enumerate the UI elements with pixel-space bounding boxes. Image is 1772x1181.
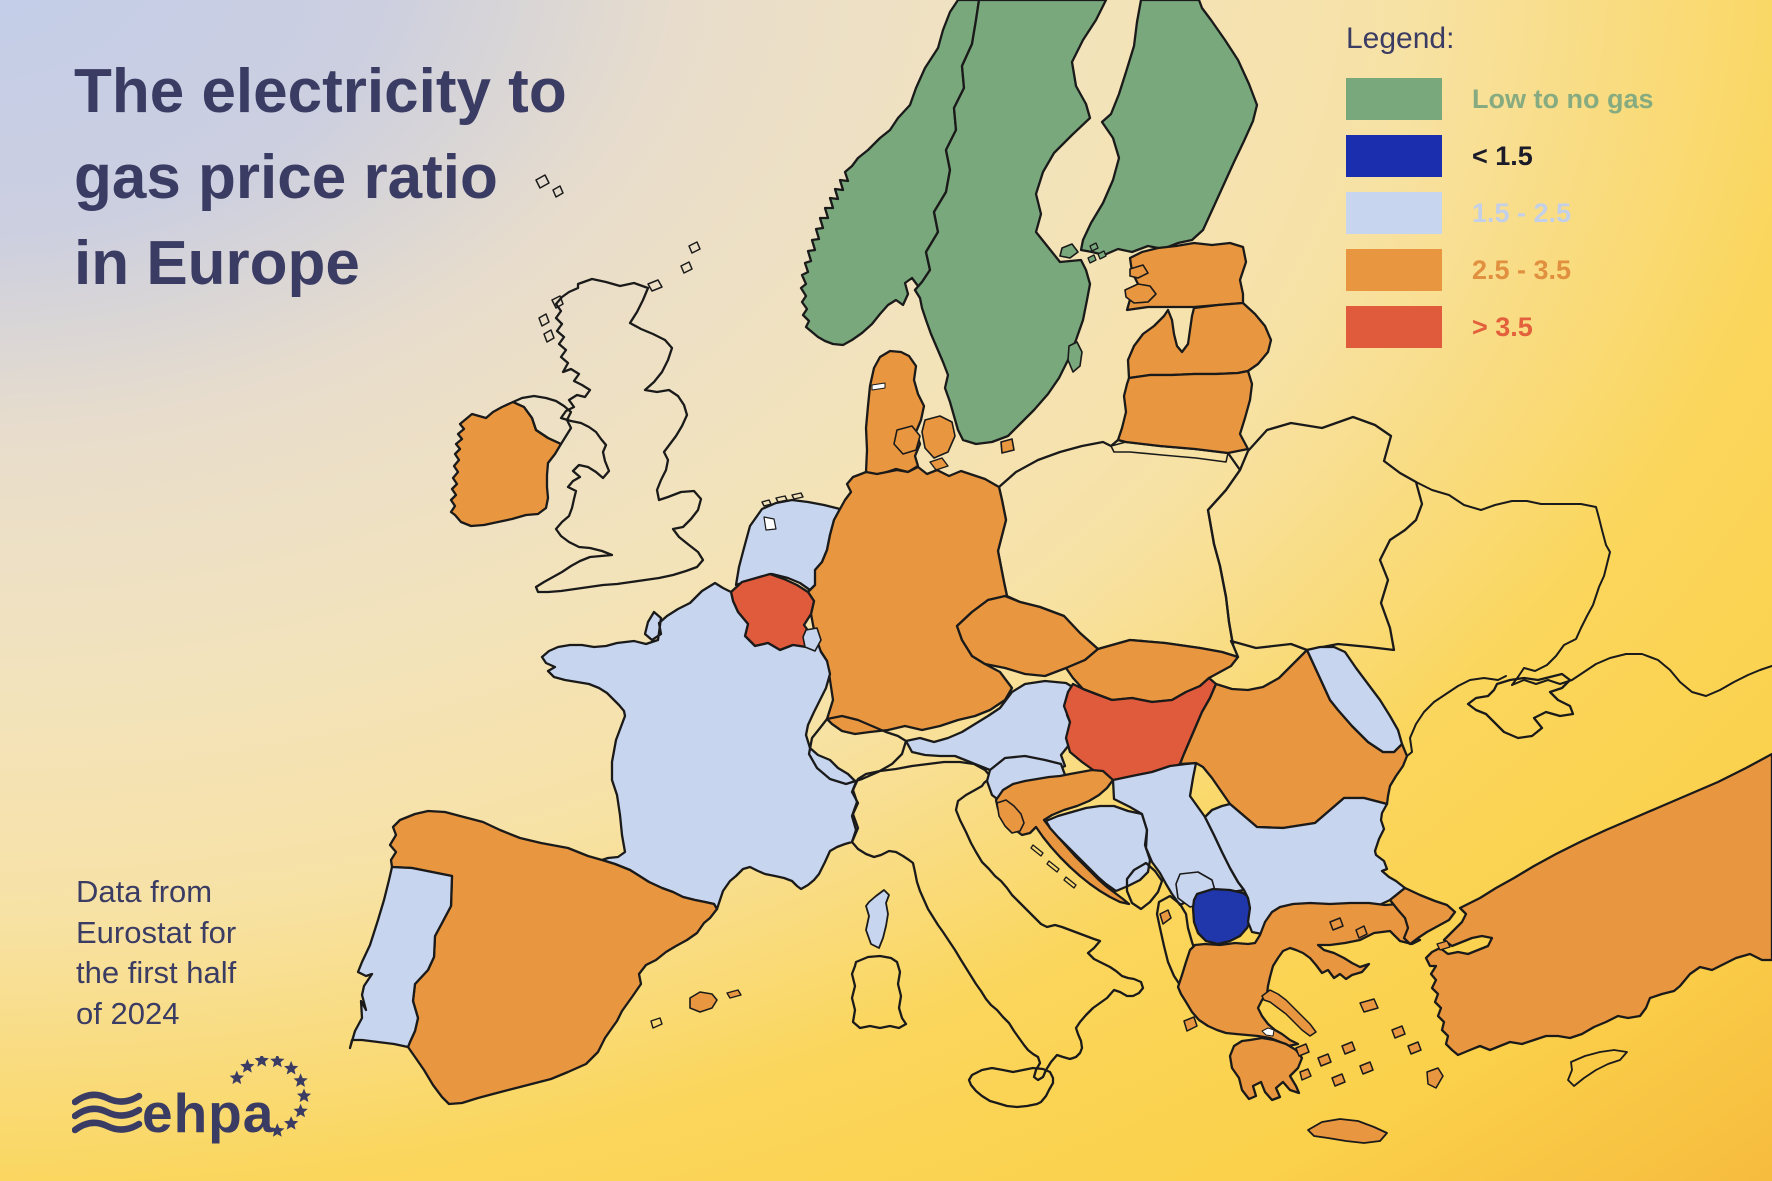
svg-text:ehpa: ehpa [142,1082,274,1144]
